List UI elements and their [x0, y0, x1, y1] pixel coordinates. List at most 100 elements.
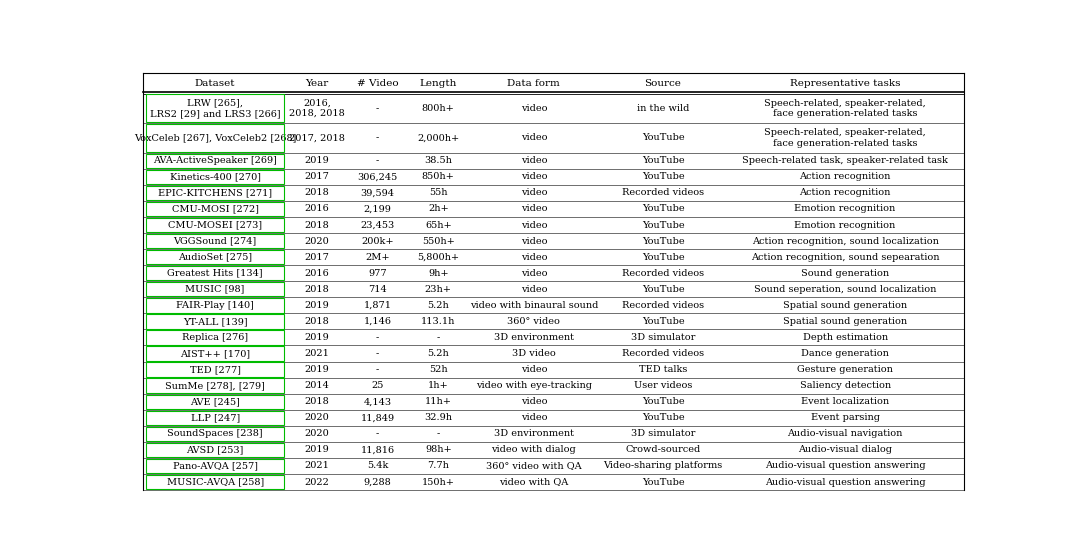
Text: 2016,
2018, 2018: 2016, 2018, 2018 [289, 98, 345, 118]
Bar [146, 186, 284, 200]
Text: 2019: 2019 [305, 333, 329, 342]
Text: YouTube: YouTube [642, 477, 685, 487]
Bar [146, 410, 284, 425]
Text: Representative tasks: Representative tasks [789, 79, 901, 88]
Text: 23h+: 23h+ [424, 285, 451, 294]
Text: TED [277]: TED [277] [190, 365, 241, 374]
Text: video with QA: video with QA [499, 477, 568, 487]
Text: Saliency detection: Saliency detection [799, 381, 891, 390]
Text: 11h+: 11h+ [424, 397, 451, 406]
Text: Replica [276]: Replica [276] [183, 333, 248, 342]
Text: 850h+: 850h+ [422, 173, 455, 181]
Text: 2020: 2020 [305, 237, 329, 246]
Text: 2M+: 2M+ [365, 253, 390, 262]
Text: video: video [521, 189, 548, 197]
Text: -: - [376, 333, 379, 342]
Bar [146, 218, 284, 232]
Text: 2022: 2022 [305, 477, 329, 487]
Text: Length: Length [419, 79, 457, 88]
Text: -: - [376, 365, 379, 374]
Text: 113.1h: 113.1h [421, 317, 456, 326]
Text: video: video [521, 156, 548, 165]
Text: 2017: 2017 [305, 173, 329, 181]
Text: video: video [521, 221, 548, 229]
Text: video: video [521, 237, 548, 246]
Text: video: video [521, 397, 548, 406]
Text: MUSIC-AVQA [258]: MUSIC-AVQA [258] [166, 477, 264, 487]
Text: 65h+: 65h+ [424, 221, 451, 229]
Text: 5.2h: 5.2h [428, 349, 449, 358]
Text: video with eye-tracking: video with eye-tracking [476, 381, 592, 390]
Bar [146, 330, 284, 345]
Text: Action recognition: Action recognition [799, 173, 891, 181]
Text: Emotion recognition: Emotion recognition [795, 221, 895, 229]
Text: Dataset: Dataset [194, 79, 235, 88]
Text: -: - [376, 349, 379, 358]
Text: video: video [521, 104, 548, 113]
Text: FAIR-Play [140]: FAIR-Play [140] [176, 301, 254, 310]
Text: Source: Source [645, 79, 681, 88]
Text: 2016: 2016 [305, 269, 329, 278]
Text: Action recognition, sound sepearation: Action recognition, sound sepearation [751, 253, 940, 262]
Text: Action recognition, sound localization: Action recognition, sound localization [752, 237, 939, 246]
Text: Speech-related, speaker-related,
face generation-related tasks: Speech-related, speaker-related, face ge… [765, 98, 926, 118]
Text: video: video [521, 133, 548, 143]
Text: Recorded videos: Recorded videos [622, 189, 704, 197]
Text: 3D simulator: 3D simulator [631, 429, 696, 439]
Text: 5,800h+: 5,800h+ [417, 253, 459, 262]
Text: 2017: 2017 [305, 253, 329, 262]
Text: EPIC-KITCHENS [271]: EPIC-KITCHENS [271] [158, 189, 272, 197]
Text: YouTube: YouTube [642, 173, 685, 181]
Text: TED talks: TED talks [638, 365, 687, 374]
Text: 2019: 2019 [305, 445, 329, 455]
Bar [146, 298, 284, 312]
Text: 5.4k: 5.4k [367, 461, 388, 471]
Bar [146, 95, 284, 122]
Text: 2,199: 2,199 [364, 205, 391, 213]
Text: 306,245: 306,245 [357, 173, 397, 181]
Text: video: video [521, 413, 548, 422]
Text: 2019: 2019 [305, 365, 329, 374]
Text: 11,816: 11,816 [361, 445, 394, 455]
Text: video: video [521, 253, 548, 262]
Text: -: - [376, 156, 379, 165]
Text: Crowd-sourced: Crowd-sourced [625, 445, 701, 455]
Text: Event localization: Event localization [801, 397, 889, 406]
Text: AVA-ActiveSpeaker [269]: AVA-ActiveSpeaker [269] [153, 156, 278, 165]
Text: Recorded videos: Recorded videos [622, 301, 704, 310]
Text: SumMe [278], [279]: SumMe [278], [279] [165, 381, 265, 390]
Text: 2020: 2020 [305, 413, 329, 422]
Text: 9h+: 9h+ [428, 269, 448, 278]
Text: Audio-visual navigation: Audio-visual navigation [787, 429, 903, 439]
Bar [146, 443, 284, 457]
Text: video: video [521, 285, 548, 294]
Bar [146, 362, 284, 377]
Text: CMU-MOSEI [273]: CMU-MOSEI [273] [168, 221, 262, 229]
Text: 3D video: 3D video [512, 349, 556, 358]
Text: Sound generation: Sound generation [801, 269, 889, 278]
Text: Sound seperation, sound localization: Sound seperation, sound localization [754, 285, 936, 294]
Text: YouTube: YouTube [642, 285, 685, 294]
Text: video: video [521, 205, 548, 213]
Text: 2018: 2018 [305, 189, 329, 197]
Text: YouTube: YouTube [642, 237, 685, 246]
Bar [146, 394, 284, 409]
Text: 98h+: 98h+ [424, 445, 451, 455]
Text: User videos: User videos [634, 381, 692, 390]
Text: Gesture generation: Gesture generation [797, 365, 893, 374]
Text: Audio-visual question answering: Audio-visual question answering [765, 477, 926, 487]
Bar [146, 427, 284, 441]
Text: 2014: 2014 [305, 381, 329, 390]
Text: 360° video: 360° video [508, 317, 561, 326]
Bar [146, 170, 284, 184]
Text: 3D environment: 3D environment [494, 429, 573, 439]
Text: 2021: 2021 [305, 349, 329, 358]
Text: video: video [521, 365, 548, 374]
Text: Dance generation: Dance generation [801, 349, 889, 358]
Text: 2019: 2019 [305, 301, 329, 310]
Text: MUSIC [98]: MUSIC [98] [186, 285, 245, 294]
Text: in the wild: in the wild [637, 104, 689, 113]
Text: Speech-related task, speaker-related task: Speech-related task, speaker-related tas… [742, 156, 948, 165]
Text: Spatial sound generation: Spatial sound generation [783, 317, 907, 326]
Text: 2018: 2018 [305, 221, 329, 229]
